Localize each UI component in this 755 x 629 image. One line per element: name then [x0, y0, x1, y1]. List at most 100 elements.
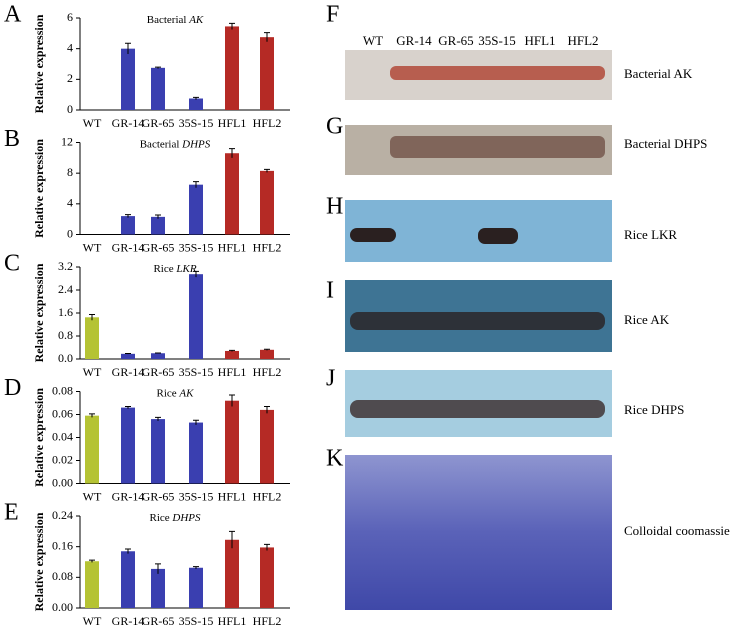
error-bar	[193, 419, 199, 425]
x-tick-label: WT	[83, 614, 102, 628]
panel-letter: A	[4, 2, 22, 28]
bar	[151, 419, 165, 484]
bar	[260, 37, 274, 110]
error-bar	[155, 214, 161, 219]
bar	[121, 216, 135, 235]
error-bar	[89, 413, 95, 418]
x-tick-label: GR-65	[142, 489, 175, 503]
error-bar	[193, 270, 199, 278]
title-gene: LKR	[175, 263, 196, 275]
x-tick-label: GR-65	[142, 614, 175, 628]
x-tick-label: GR-14	[112, 614, 145, 628]
bar	[225, 350, 239, 359]
bar	[189, 274, 203, 359]
bar	[189, 98, 203, 110]
y-tick-label: 4	[67, 40, 73, 54]
y-axis-label: Relative expression	[32, 388, 46, 487]
x-tick-label: GR-14	[112, 240, 145, 254]
x-tick-label: GR-14	[112, 116, 145, 130]
x-tick-label: HFL1	[218, 240, 247, 254]
error-bar	[155, 352, 161, 354]
lane-label: GR-14	[396, 33, 432, 48]
chart-title: Rice LKR	[153, 263, 196, 275]
bar	[151, 216, 165, 235]
lane-label: HFL2	[567, 33, 598, 48]
error-bar	[193, 566, 199, 569]
title-text: Rice	[149, 512, 169, 524]
error-bar	[229, 530, 235, 549]
bar	[85, 317, 99, 359]
blot-label: Rice LKR	[624, 227, 677, 242]
blot-label: Bacterial AK	[624, 66, 693, 81]
x-tick-label: GR-14	[112, 489, 145, 503]
y-tick-label: 0.8	[58, 328, 73, 342]
error-bar	[89, 313, 95, 321]
y-tick-label: 0.06	[52, 406, 73, 420]
error-bar	[229, 394, 235, 407]
y-tick-label: 12	[61, 134, 73, 148]
y-tick-label: 6	[67, 10, 73, 24]
x-tick-label: HFL2	[253, 614, 282, 628]
error-bar	[264, 32, 270, 42]
bar	[260, 547, 274, 608]
blot-label: Colloidal coomassie	[624, 523, 730, 538]
y-tick-label: 0.00	[52, 600, 73, 614]
x-tick-label: HFL2	[253, 240, 282, 254]
error-bar	[155, 563, 161, 574]
x-tick-label: WT	[83, 116, 102, 130]
bar	[85, 561, 99, 608]
y-tick-label: 0.04	[52, 429, 73, 443]
bar	[121, 353, 135, 359]
y-tick-label: 2.4	[58, 282, 73, 296]
bar	[189, 422, 203, 484]
error-bar	[125, 353, 131, 355]
panel-letter: I	[326, 278, 334, 304]
x-tick-label: HFL2	[253, 489, 282, 503]
error-bar	[125, 214, 131, 218]
bar	[225, 26, 239, 110]
band	[350, 228, 396, 242]
bar	[189, 567, 203, 608]
x-tick-label: HFL1	[218, 365, 247, 379]
bar	[85, 415, 99, 484]
title-gene: AK	[188, 14, 204, 26]
error-bar	[229, 22, 235, 30]
y-axis-label: Relative expression	[32, 139, 46, 238]
panel-letter: J	[326, 366, 335, 392]
y-tick-label: 8	[67, 165, 73, 179]
x-tick-label: HFL2	[253, 365, 282, 379]
blot-label: Bacterial DHPS	[624, 136, 707, 151]
band	[390, 66, 605, 80]
lane-label: HFL1	[524, 33, 555, 48]
x-tick-label: 35S-15	[179, 116, 214, 130]
x-tick-label: HFL1	[218, 614, 247, 628]
bar	[225, 539, 239, 608]
error-bar	[193, 96, 199, 100]
blot-label: Rice AK	[624, 312, 670, 327]
x-tick-label: HFL1	[218, 116, 247, 130]
y-tick-label: 0	[67, 102, 73, 116]
chart-title: Rice DHPS	[149, 512, 201, 524]
blot-k	[345, 455, 612, 610]
bar	[121, 407, 135, 484]
y-tick-label: 2	[67, 71, 73, 85]
chart-title: Bacterial DHPS	[140, 138, 211, 150]
x-tick-label: 35S-15	[179, 365, 214, 379]
x-tick-label: 35S-15	[179, 240, 214, 254]
x-tick-label: WT	[83, 365, 102, 379]
panel-letter: F	[326, 2, 339, 28]
band	[390, 136, 605, 158]
bar	[121, 48, 135, 110]
y-tick-label: 0.02	[52, 452, 73, 466]
bar	[151, 67, 165, 110]
error-bar	[125, 42, 131, 55]
y-tick-label: 1.6	[58, 305, 73, 319]
x-tick-label: WT	[83, 240, 102, 254]
band	[478, 228, 518, 244]
x-tick-label: WT	[83, 489, 102, 503]
panel-letter: D	[4, 375, 21, 401]
x-tick-label: GR-65	[142, 116, 175, 130]
title-text: Rice	[157, 387, 177, 399]
bar	[225, 153, 239, 235]
error-bar	[89, 559, 95, 563]
